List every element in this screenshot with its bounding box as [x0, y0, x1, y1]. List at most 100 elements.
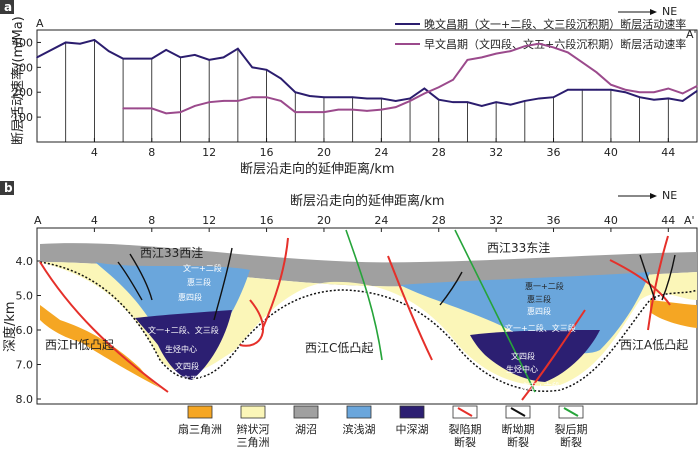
legend-swatch-1: [240, 405, 266, 419]
legend-late-label: 晚文昌期（文一+二段、文三段沉积期）断层活动速率: [424, 17, 686, 31]
series-0-point-18: [308, 95, 311, 97]
b-x-tick-label-8: 36: [547, 214, 561, 227]
legend-label-2-0: 湖沼: [295, 422, 317, 436]
legend-swatch-2: [293, 405, 319, 419]
series-1-point-22: [437, 86, 440, 89]
panel-b-y-axis-title: 深度/km: [2, 301, 18, 352]
series-1-point-4: [179, 111, 182, 113]
unit-west-source: 生烃中心: [165, 344, 197, 354]
b-y-tick-label-0: 4.0: [16, 255, 34, 268]
depression-faults: [117, 247, 676, 321]
series-0-point-26: [423, 87, 426, 90]
series-0-point-8: [165, 49, 167, 51]
a-x-tick-label-9: 40: [604, 146, 618, 159]
series-1-point-28: [524, 45, 526, 47]
legend-fault-mark-5: [457, 407, 473, 417]
series-1-point-18: [380, 108, 383, 111]
unit-east-12: 惠一+二段: [525, 281, 564, 291]
unit-east-4: 惠四段: [527, 306, 551, 316]
a-x-tick-label-3: 16: [260, 146, 274, 159]
legend-label-6-0: 断坳期: [502, 422, 535, 436]
a-x-tick-label-8: 36: [547, 146, 561, 159]
b-x-tick-label-1: 8: [148, 214, 155, 227]
series-1-point-3: [165, 112, 167, 115]
series-0-point-19: [323, 96, 325, 98]
a-x-tick-label-4: 20: [317, 146, 331, 159]
series-0-point-27: [437, 98, 440, 101]
unit-west-4w: 文四段: [175, 361, 199, 371]
unit-east-main: 文一+二段、文三段: [505, 323, 576, 333]
a-x-tick-label-5: 24: [374, 146, 388, 159]
b-x-tick-label-4: 20: [317, 214, 331, 227]
series-0-point-32: [509, 103, 512, 106]
series-1-point-1: [136, 107, 139, 110]
post-rift-fault-2: [454, 229, 536, 393]
legend-label-5-1: 断裂: [454, 435, 476, 449]
post-rift-fault-1: [345, 229, 383, 361]
series-1-point-39: [681, 92, 684, 95]
a-x-tick-label-1: 8: [148, 146, 155, 159]
series-0-point-0: [36, 56, 38, 59]
series-0-point-29: [466, 101, 469, 103]
series-1-point-37: [653, 91, 655, 94]
series-1-point-27: [509, 50, 512, 52]
unit-east-source: 生烃中心: [506, 364, 538, 374]
series-0-point-9: [179, 56, 182, 59]
b-y-tick-label-2: 6.0: [16, 324, 34, 337]
series-1-point-6: [208, 101, 210, 103]
series-0-point-2: [79, 42, 81, 45]
b-y-tick-label-4: 8.0: [16, 393, 34, 406]
unit-east-56: 文五+六段: [521, 381, 560, 391]
series-0-point-4: [107, 50, 110, 52]
region-west-sag: 西江33西洼: [140, 246, 203, 260]
b-x-tick-label-10: 44: [661, 214, 675, 227]
series-0-point-41: [638, 96, 641, 98]
series-line-0: [36, 38, 698, 107]
legend-swatch-3: [346, 405, 372, 419]
a-y-tick-label-0: 100: [12, 111, 33, 124]
legend-fault-mark-7: [563, 407, 579, 417]
legend-label-0-0: 扇三角洲: [178, 422, 222, 436]
depression-fault-4: [439, 271, 463, 306]
unit-east-3: 惠三段: [527, 294, 551, 304]
series-0-point-30: [480, 105, 483, 107]
unit-east-4w: 文四段: [511, 351, 535, 361]
panel-a-drop-lines: [65, 39, 669, 142]
series-1-point-26: [495, 52, 497, 55]
series-0-point-3: [93, 39, 96, 41]
legend-label-7-0: 裂后期: [555, 423, 588, 436]
a-x-tick-label-0: 4: [91, 146, 98, 159]
series-0-point-17: [294, 91, 297, 94]
series-1-point-32: [581, 61, 584, 64]
series-0-point-7: [150, 57, 153, 60]
series-1-point-38: [667, 87, 670, 90]
series-1-point-0: [122, 107, 124, 110]
rift-fault-1: [39, 261, 169, 393]
series-0-point-6: [136, 57, 139, 60]
rift-fault-6: [647, 235, 669, 331]
series-1-point-9: [251, 96, 254, 98]
series-1-point-20: [409, 100, 411, 102]
series-1-point-19: [394, 106, 397, 108]
series-0-point-28: [452, 101, 454, 103]
unit-west-4: 惠四段: [178, 292, 202, 302]
series-1-point-16: [351, 108, 354, 111]
series-0-point-35: [552, 96, 555, 98]
series-0-point-23: [380, 97, 383, 100]
series-1-point-5: [194, 105, 196, 107]
series-0-point-12: [222, 56, 225, 59]
series-0-point-34: [538, 97, 540, 100]
a-y-tick-label-1: 200: [12, 86, 33, 99]
series-0-point-24: [394, 100, 397, 102]
series-1-point-36: [638, 91, 641, 94]
facies-fan-delta-west-small: [40, 305, 95, 345]
facies-fan-delta-east: [650, 300, 697, 328]
series-0-point-39: [610, 88, 612, 91]
a-x-tick-label-10: 44: [661, 146, 675, 159]
series-1-point-17: [366, 110, 368, 112]
panel-a-point-start: A: [36, 17, 44, 30]
panel-b-ne-label: NE: [662, 189, 677, 202]
panel-a-y-axis-title: 断层活动速率/(m/Ma): [10, 16, 26, 145]
panel-a-x-ticks: 4 8 12 16 20 24 28 32 36 40 44: [91, 138, 675, 159]
